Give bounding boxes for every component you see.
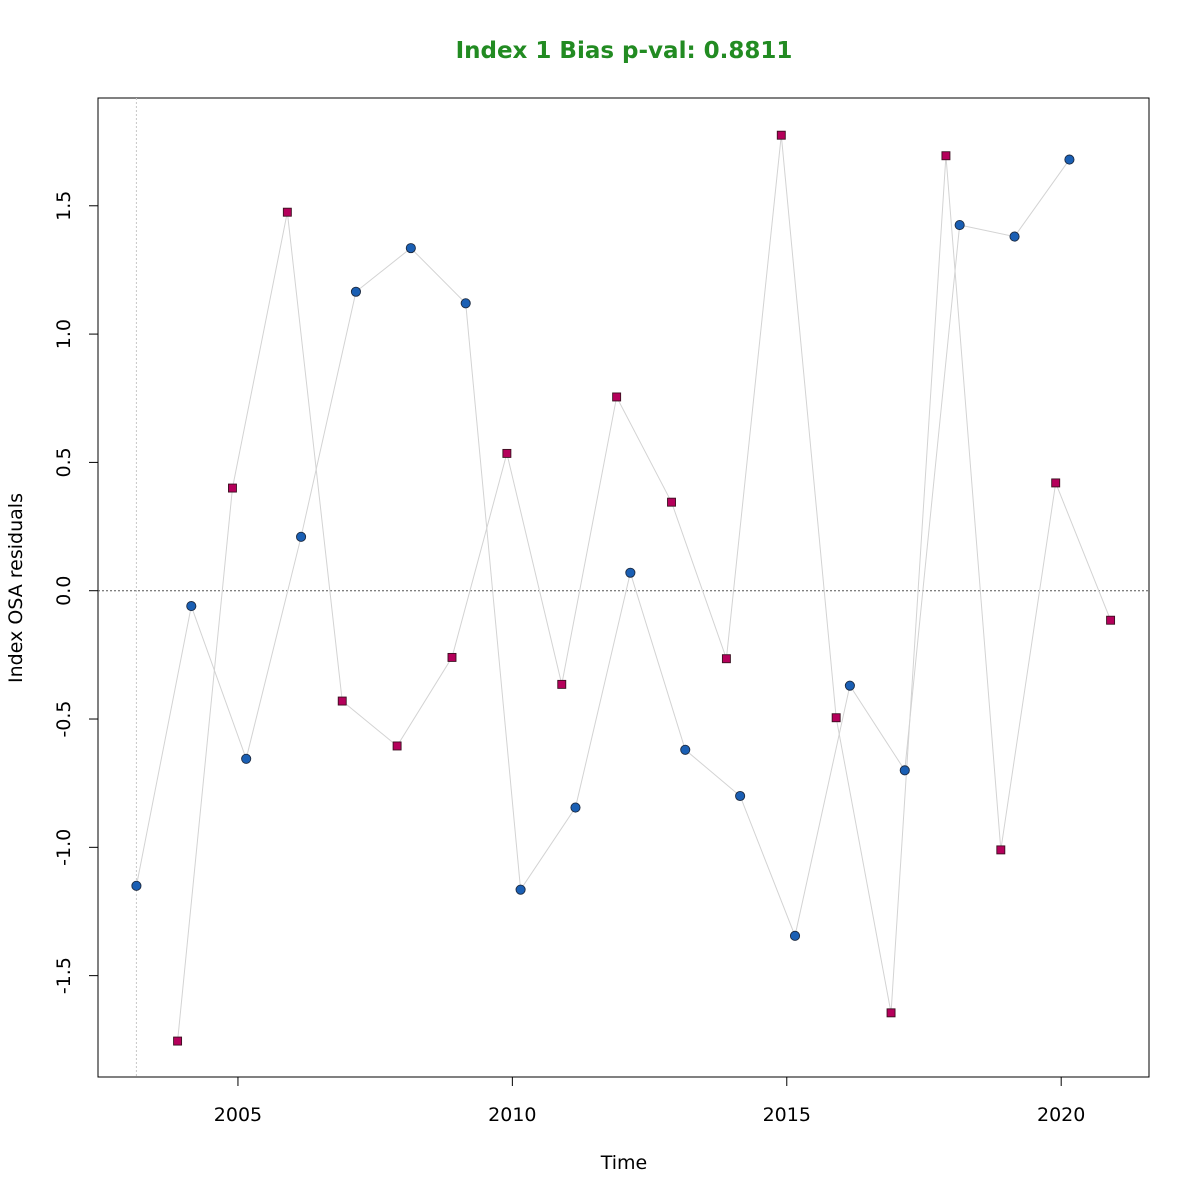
series-2-point bbox=[337, 696, 347, 706]
series-1-line bbox=[135, 159, 1070, 938]
y-tick-label: 1.5 bbox=[53, 191, 75, 221]
series-1-point bbox=[954, 219, 965, 231]
y-axis-title: Index OSA residuals bbox=[5, 493, 27, 683]
series-2-point bbox=[612, 392, 622, 402]
series-2-point bbox=[1106, 615, 1116, 625]
series-points bbox=[131, 130, 1116, 1046]
series-2-point bbox=[447, 652, 457, 662]
series-1-point bbox=[1009, 231, 1020, 242]
series-2-point bbox=[886, 1008, 896, 1018]
x-tick-label: 2005 bbox=[214, 1104, 262, 1126]
series-1-point bbox=[405, 243, 416, 254]
y-tick-label: -0.5 bbox=[53, 700, 75, 737]
series-2-point bbox=[392, 741, 402, 751]
x-tick-label: 2010 bbox=[488, 1104, 536, 1126]
series-2-point bbox=[502, 448, 512, 458]
series-1-point bbox=[899, 765, 910, 776]
series-1-point bbox=[789, 930, 801, 941]
series-1-point bbox=[241, 753, 252, 764]
series-1-point bbox=[625, 567, 636, 578]
series-2-line bbox=[177, 135, 1112, 1042]
series-1-point bbox=[844, 680, 855, 691]
series-2-point bbox=[776, 130, 786, 140]
reference-lines bbox=[98, 98, 1149, 1077]
series-2-point bbox=[557, 679, 567, 689]
series-1-point bbox=[460, 298, 471, 309]
x-tick-label: 2015 bbox=[763, 1104, 811, 1126]
y-tick-label: -1.0 bbox=[53, 829, 75, 866]
x-axis-title: Time bbox=[600, 1152, 648, 1174]
series-2-point bbox=[831, 713, 841, 723]
series-1-point bbox=[131, 880, 142, 891]
x-axis: 2005 2010 2015 2020 bbox=[214, 1077, 1085, 1126]
plot-frame bbox=[97, 97, 1150, 1078]
y-tick-label: 1.0 bbox=[53, 319, 75, 349]
chart-title: Index 1 Bias p-val: 0.8811 bbox=[456, 38, 793, 64]
series-1-point bbox=[186, 601, 197, 612]
series-1-point bbox=[570, 802, 581, 813]
series-lines bbox=[135, 135, 1112, 1042]
series-1-point bbox=[735, 790, 746, 802]
series-2-point bbox=[721, 654, 731, 664]
series-2-point bbox=[941, 151, 951, 161]
y-axis: -1.5 -1.0 -0.5 0.0 0.5 1.0 1.5 bbox=[53, 191, 98, 994]
series-2-point bbox=[173, 1036, 183, 1046]
series-1-point bbox=[350, 286, 361, 297]
y-tick-label: -1.5 bbox=[53, 957, 75, 994]
series-1-point bbox=[515, 884, 526, 895]
y-tick-label: 0.0 bbox=[53, 576, 75, 606]
x-tick-label: 2020 bbox=[1037, 1104, 1085, 1126]
series-1-point bbox=[680, 744, 691, 755]
series-1-point bbox=[296, 531, 307, 542]
series-2-point bbox=[667, 497, 676, 507]
series-2-point bbox=[996, 845, 1006, 855]
y-tick-label: 0.5 bbox=[53, 447, 75, 477]
series-2-point bbox=[282, 207, 292, 217]
series-1-point bbox=[1064, 154, 1075, 165]
series-2-point bbox=[228, 483, 237, 493]
series-2-point bbox=[1051, 478, 1061, 488]
